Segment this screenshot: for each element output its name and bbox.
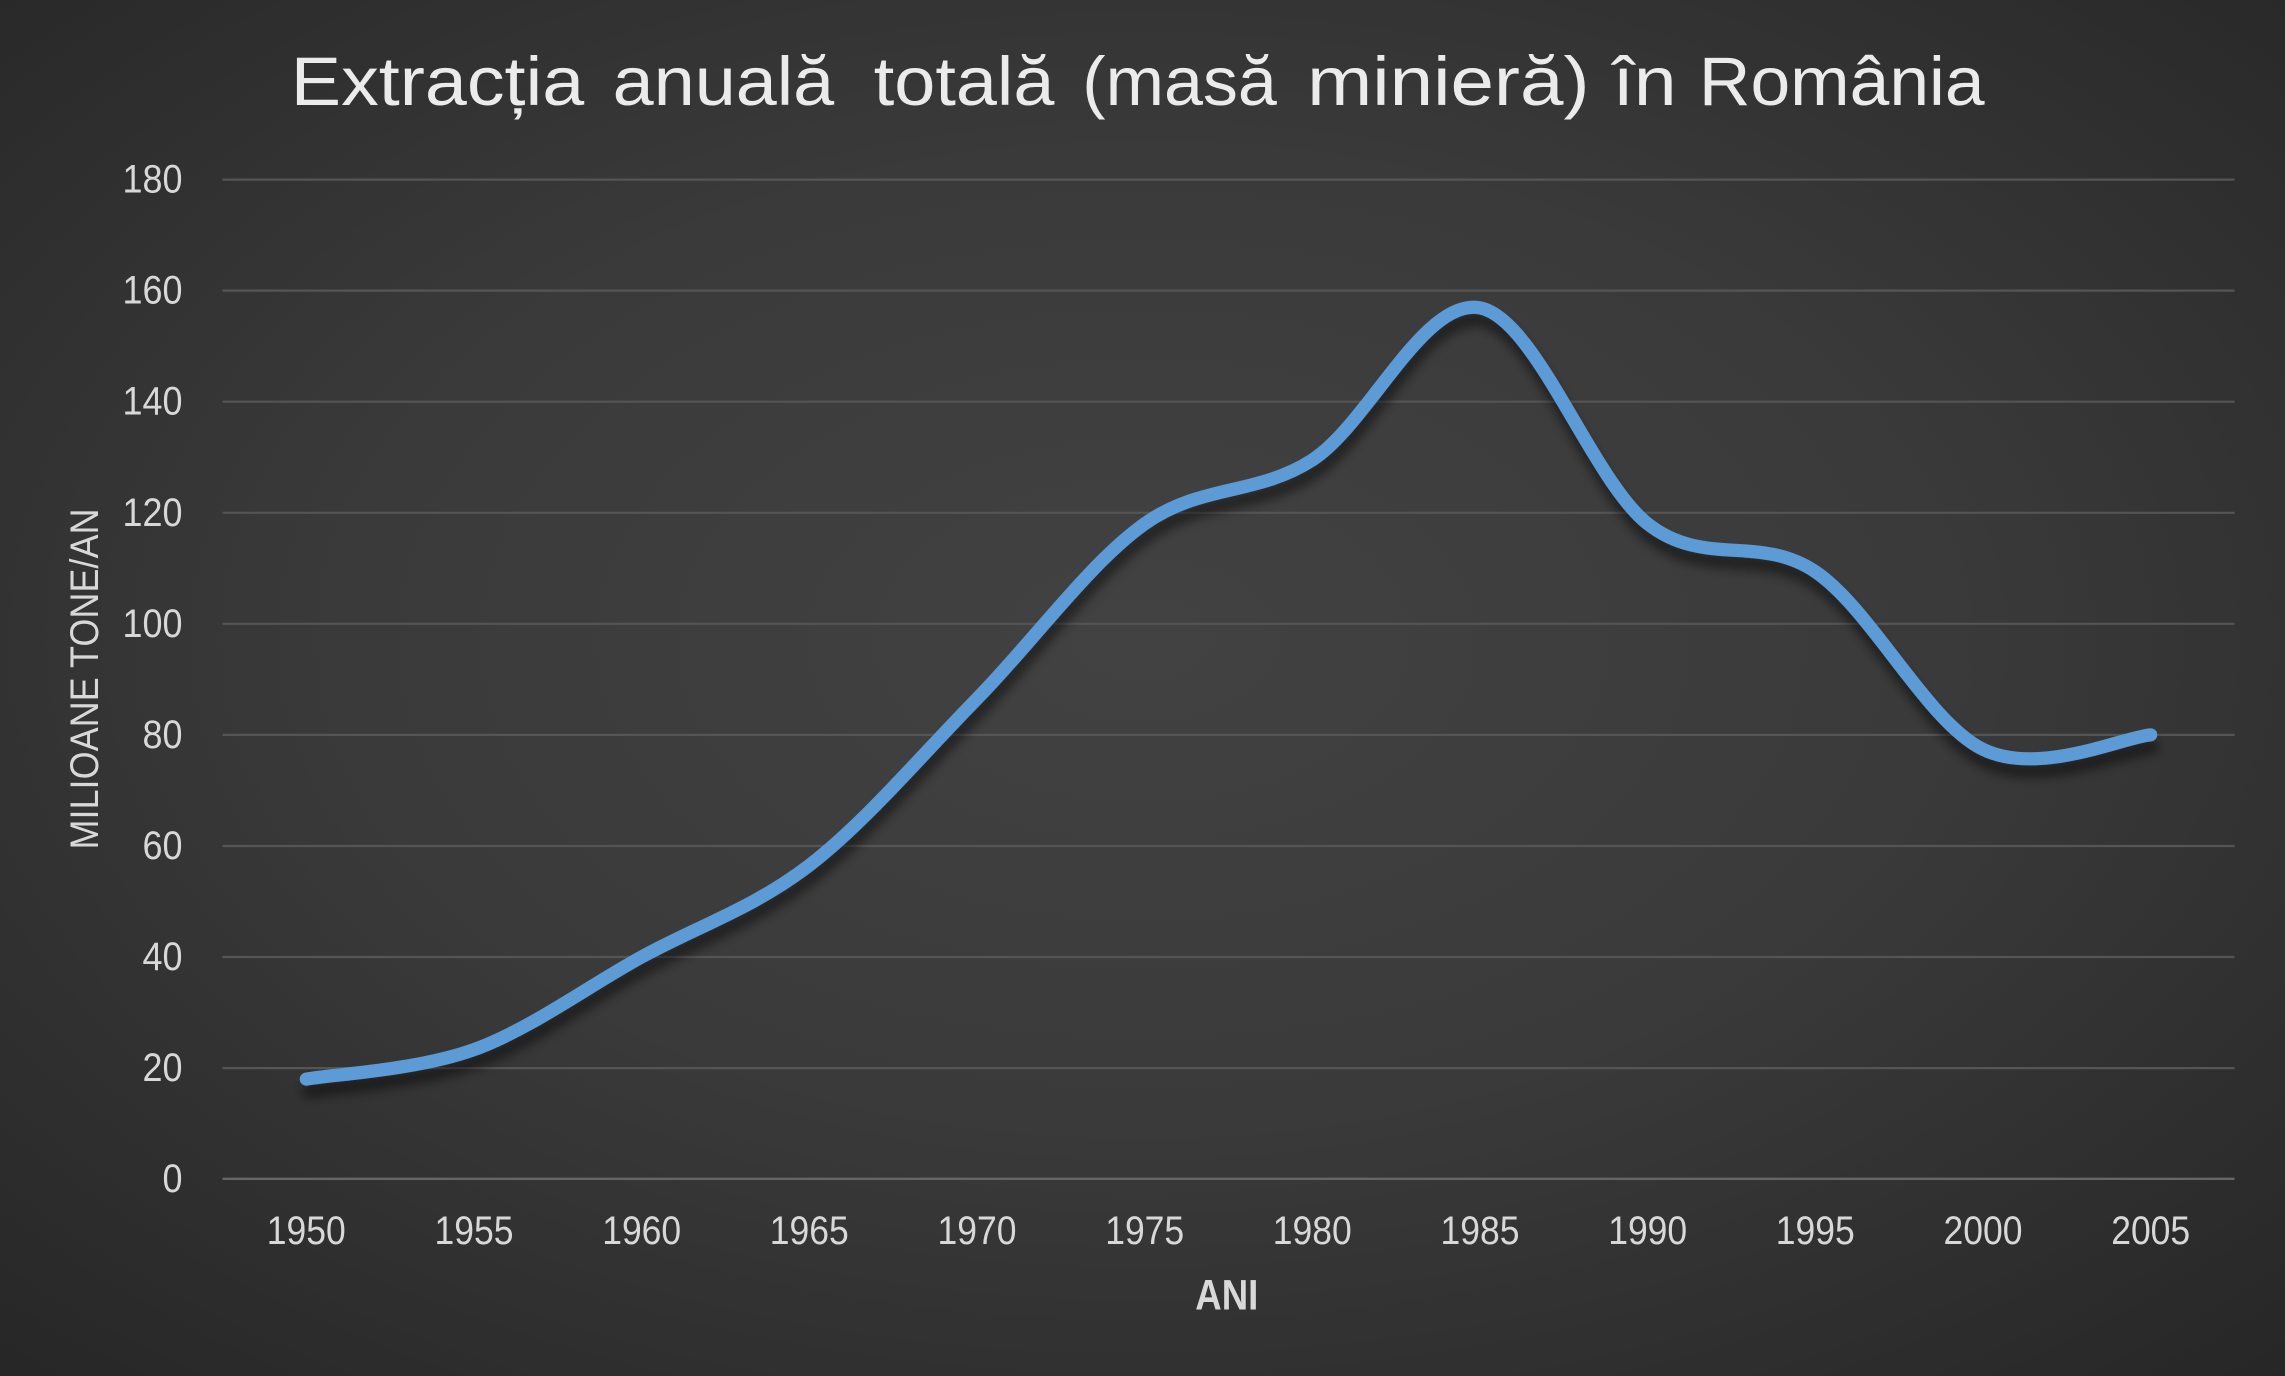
- svg-text:2005: 2005: [2111, 1209, 2190, 1253]
- svg-text:în: în: [1610, 43, 1676, 120]
- svg-text:1960: 1960: [602, 1209, 681, 1253]
- svg-text:(masă: (masă: [1082, 43, 1277, 120]
- svg-text:120: 120: [123, 491, 183, 535]
- svg-text:totală: totală: [874, 43, 1055, 120]
- svg-text:minieră): minieră): [1307, 43, 1589, 120]
- svg-text:180: 180: [123, 158, 183, 202]
- svg-text:40: 40: [143, 935, 183, 979]
- svg-text:ANI: ANI: [1195, 1272, 1258, 1320]
- svg-text:140: 140: [123, 380, 183, 424]
- svg-text:anuală: anuală: [613, 43, 835, 120]
- svg-text:20: 20: [143, 1046, 183, 1090]
- svg-text:160: 160: [123, 269, 183, 313]
- svg-text:1975: 1975: [1105, 1209, 1184, 1253]
- svg-text:2000: 2000: [1944, 1209, 2023, 1253]
- svg-text:60: 60: [143, 824, 183, 868]
- svg-text:MILIOANE TONE/AN: MILIOANE TONE/AN: [63, 509, 107, 850]
- svg-text:1955: 1955: [435, 1209, 514, 1253]
- svg-text:1980: 1980: [1273, 1209, 1352, 1253]
- svg-text:1985: 1985: [1441, 1209, 1520, 1253]
- svg-text:1965: 1965: [770, 1209, 849, 1253]
- svg-text:100: 100: [123, 602, 183, 646]
- svg-text:0: 0: [163, 1157, 183, 1201]
- svg-text:1950: 1950: [267, 1209, 346, 1253]
- svg-text:1970: 1970: [938, 1209, 1017, 1253]
- svg-text:1995: 1995: [1776, 1209, 1855, 1253]
- svg-text:România: România: [1699, 43, 1985, 120]
- svg-text:Extracția: Extracția: [291, 43, 585, 120]
- svg-text:1990: 1990: [1608, 1209, 1687, 1253]
- svg-text:80: 80: [143, 713, 183, 757]
